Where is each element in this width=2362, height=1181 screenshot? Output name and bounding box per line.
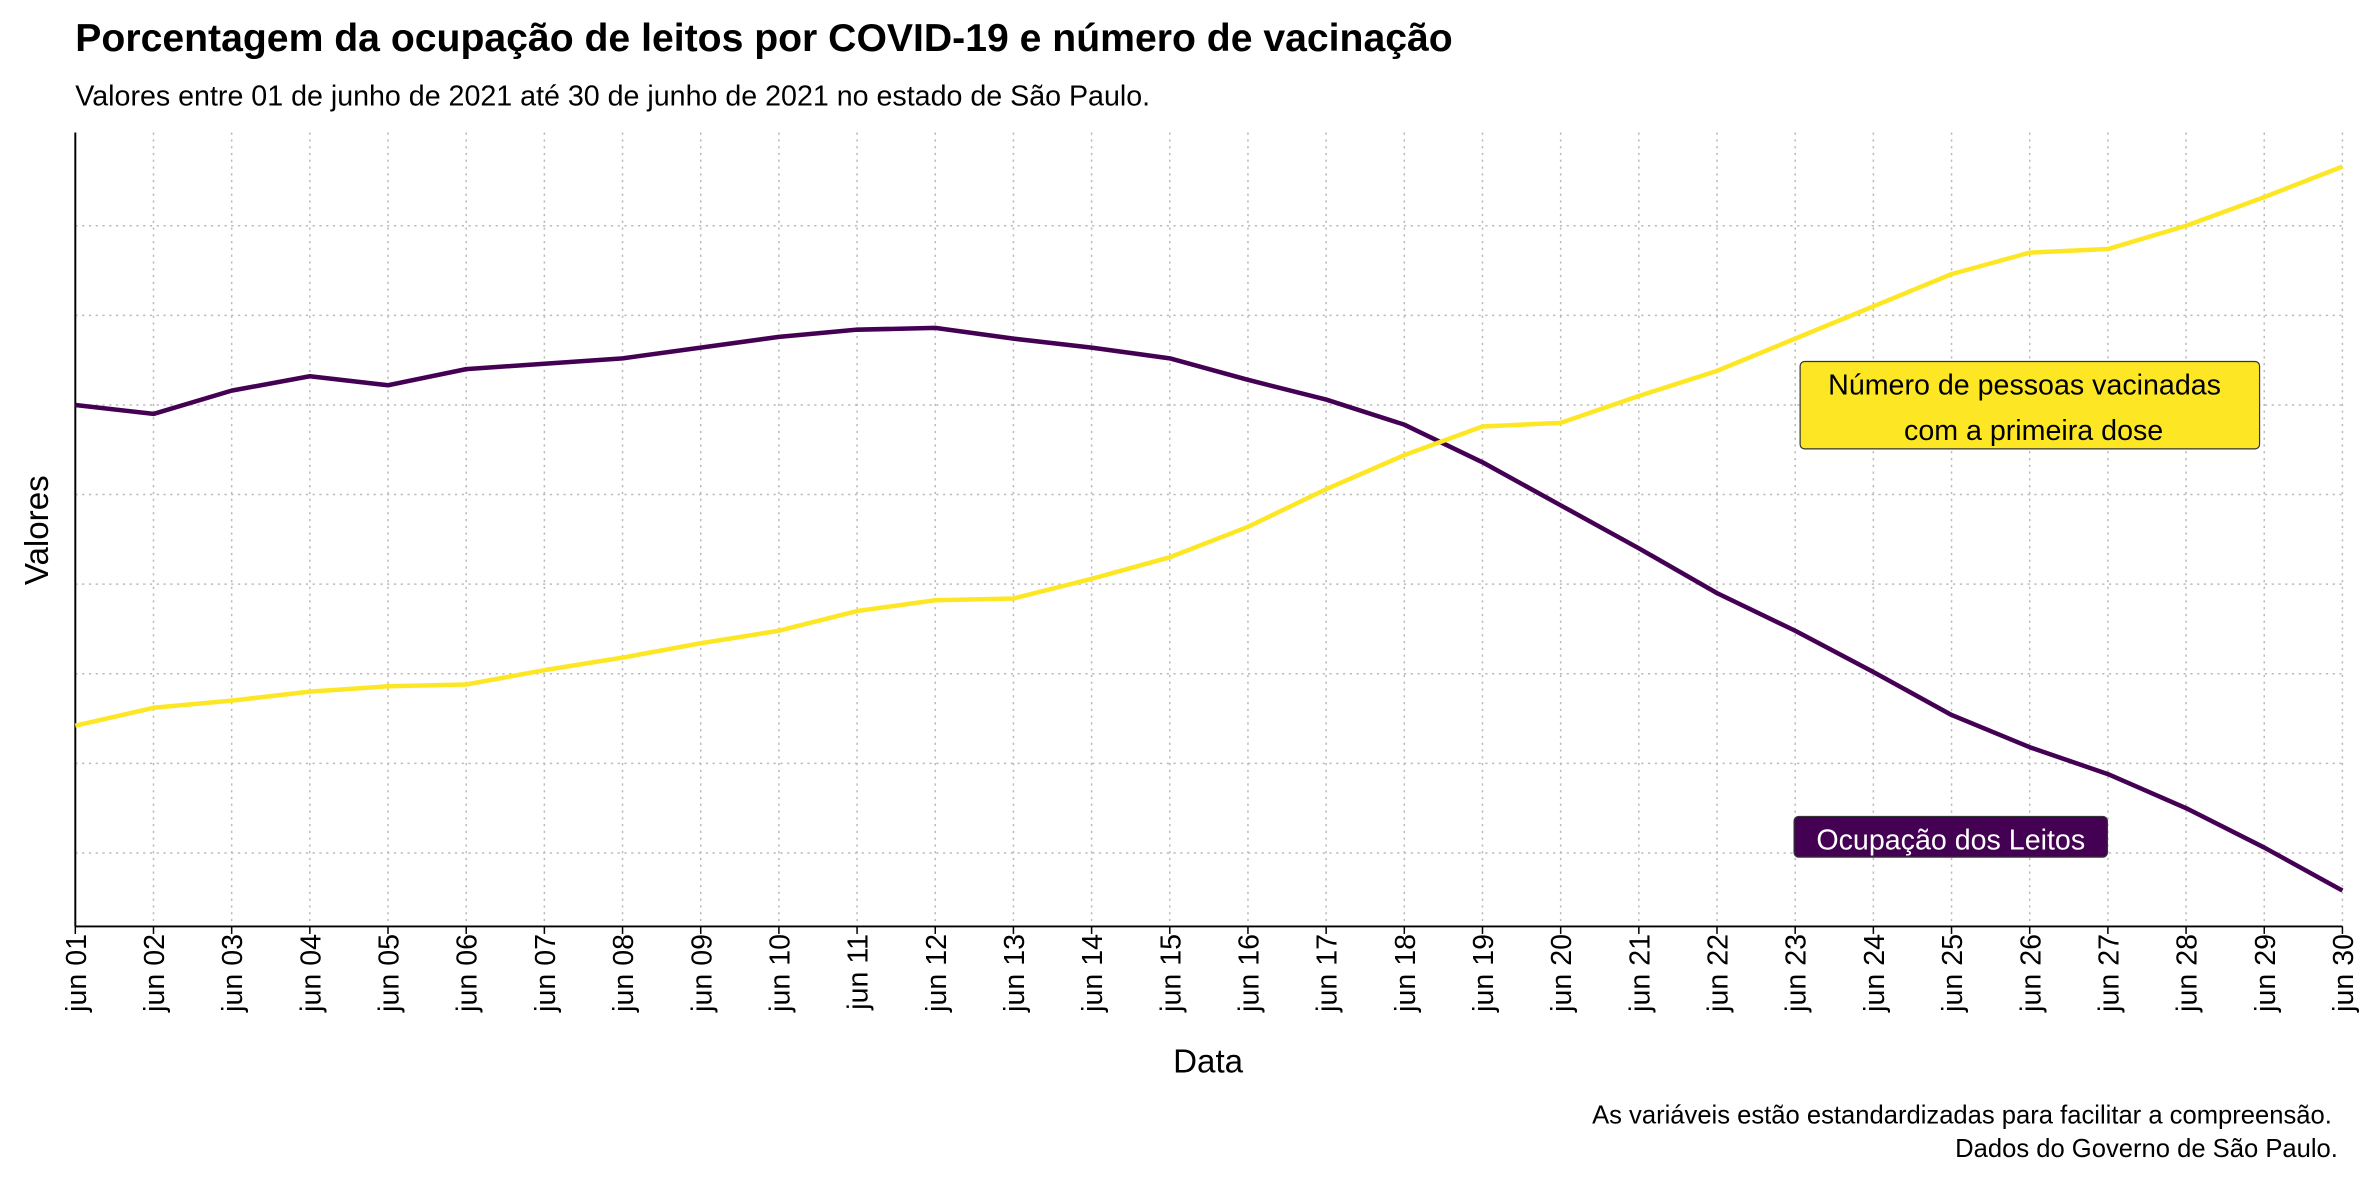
x-tick-label: jun 04 bbox=[295, 934, 327, 1013]
x-tick-label: jun 23 bbox=[1781, 934, 1813, 1013]
x-tick-label: jun 01 bbox=[61, 934, 93, 1013]
x-tick-label: jun 25 bbox=[1937, 934, 1969, 1013]
x-tick-label: jun 02 bbox=[139, 934, 171, 1013]
x-tick-label: jun 06 bbox=[452, 934, 484, 1013]
x-tick-label: jun 13 bbox=[999, 934, 1031, 1013]
chart-subtitle: Valores entre 01 de junho de 2021 até 30… bbox=[75, 80, 1150, 112]
y-axis-title: Valores bbox=[19, 475, 56, 585]
x-tick-label: jun 22 bbox=[1703, 934, 1735, 1013]
x-axis-title: Data bbox=[1173, 1044, 1244, 1081]
annotation-box bbox=[1799, 360, 2261, 450]
annotation-box bbox=[1793, 815, 2109, 858]
annotation-text: Número de pessoas vacinadas bbox=[1828, 370, 2221, 402]
line bbox=[75, 325, 2344, 893]
x-tick-label: jun 19 bbox=[1468, 934, 1500, 1013]
x-tick-label: jun 17 bbox=[1312, 934, 1344, 1013]
x-tick-label: jun 05 bbox=[374, 934, 406, 1013]
x-tick-label: jun 21 bbox=[1624, 934, 1656, 1013]
x-tick-label: jun 29 bbox=[2250, 934, 2282, 1013]
annotation-text: Ocupação dos Leitos bbox=[1816, 825, 2085, 857]
x-tick-label: jun 14 bbox=[1077, 934, 1109, 1013]
x-tick-label: jun 24 bbox=[1859, 934, 1891, 1013]
annotation-text: com a primeira dose bbox=[1904, 415, 2163, 447]
caption: As variáveis estão estandardizadas para … bbox=[1592, 1102, 2332, 1130]
x-tick-label: jun 07 bbox=[530, 934, 562, 1013]
x-tick-label: jun 27 bbox=[2093, 934, 2125, 1013]
x-tick-label: jun 09 bbox=[686, 934, 718, 1013]
x-tick-label: jun 30 bbox=[2328, 934, 2360, 1013]
x-tick-label: jun 26 bbox=[2015, 934, 2047, 1013]
x-tick-label: jun 10 bbox=[764, 934, 796, 1013]
x-tick-label: jun 20 bbox=[1546, 934, 1578, 1013]
chart-title: Porcentagem da ocupação de leitos por CO… bbox=[75, 17, 1452, 60]
x-tick-label: jun 08 bbox=[608, 934, 640, 1013]
x-tick-label: jun 12 bbox=[921, 934, 953, 1013]
caption: Dados do Governo de São Paulo. bbox=[1955, 1135, 2338, 1163]
x-tick-label: jun 28 bbox=[2172, 934, 2204, 1013]
x-tick-label: jun 11 bbox=[843, 934, 875, 1011]
x-tick-label: jun 15 bbox=[1155, 934, 1187, 1013]
x-tick-label: jun 16 bbox=[1234, 934, 1266, 1013]
line bbox=[74, 164, 2344, 728]
x-tick-label: jun 18 bbox=[1390, 934, 1422, 1013]
x-tick-label: jun 03 bbox=[217, 934, 249, 1013]
